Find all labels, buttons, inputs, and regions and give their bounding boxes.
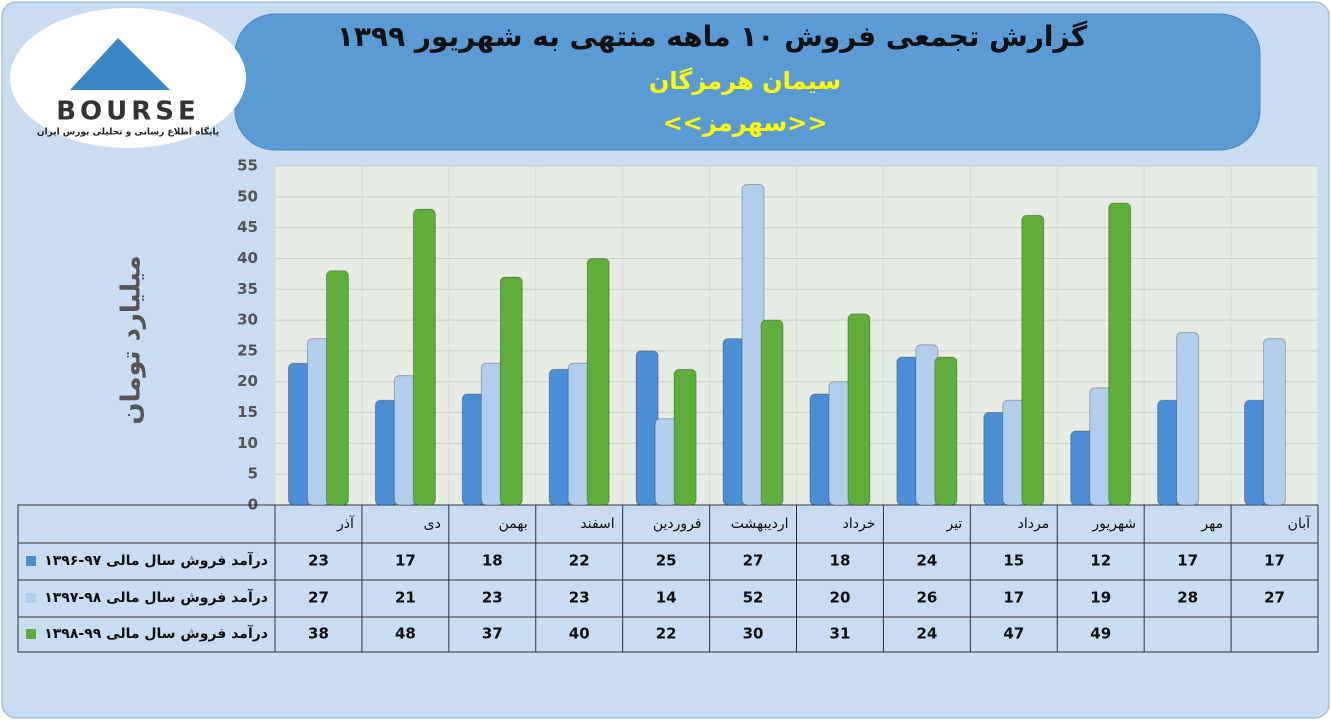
- y-axis-label: میلیارد تومان: [117, 255, 147, 424]
- y-tick-label: 50: [237, 187, 258, 205]
- table-value: 27: [743, 552, 764, 570]
- table-value: 17: [1264, 552, 1285, 570]
- logo-icon: [70, 38, 170, 90]
- y-tick-label: 35: [237, 280, 258, 298]
- y-tick-label: 20: [237, 372, 258, 390]
- bar: [325, 270, 349, 506]
- bar: [847, 313, 871, 506]
- x-tick-label: اسفند: [580, 516, 614, 532]
- chart-title: گزارش تجمعی فروش ۱۰ ماهه منتهی به شهریور…: [337, 20, 1088, 53]
- table-value: 17: [1003, 589, 1024, 607]
- y-tick-label: 15: [237, 403, 258, 421]
- table-value: 40: [569, 625, 590, 643]
- y-tick-label: 30: [237, 311, 258, 329]
- table-value: 17: [1177, 552, 1198, 570]
- table-value: 21: [395, 589, 416, 607]
- table-value: 23: [482, 589, 503, 607]
- table-value: 49: [1090, 625, 1111, 643]
- logo-tagline: پایگاه اطلاع رسانی و تحلیلی بورس ایران: [37, 126, 219, 138]
- table-value: 23: [308, 552, 329, 570]
- legend-swatch: [26, 556, 36, 566]
- chart-subtitle: سیمان هرمزگان: [649, 67, 841, 95]
- table-value: 27: [1264, 589, 1285, 607]
- table-value: 23: [569, 589, 590, 607]
- x-tick-label: آذر: [336, 515, 355, 532]
- bar: [1176, 331, 1200, 506]
- bar: [412, 208, 436, 506]
- bar: [1108, 202, 1132, 506]
- legend-label: درآمد فروش سال مالی ۹۹-۱۳۹۸: [44, 624, 268, 642]
- logo-name: BOURSE: [56, 97, 200, 127]
- table-value: 17: [395, 552, 416, 570]
- y-tick-label: 5: [248, 465, 258, 483]
- bar: [673, 368, 697, 506]
- table-value: 22: [656, 625, 677, 643]
- bar: [760, 319, 784, 506]
- table-value: 18: [482, 552, 503, 570]
- table-value: 24: [916, 552, 937, 570]
- table-value: 20: [830, 589, 851, 607]
- legend-swatch: [26, 593, 36, 603]
- table-value: 26: [916, 589, 937, 607]
- legend-swatch: [26, 629, 36, 639]
- x-tick-label: شهریور: [1091, 516, 1136, 532]
- annotation: <<سهرمز>>: [663, 109, 828, 137]
- y-tick-label: 10: [237, 434, 258, 452]
- legend-label: درآمد فروش سال مالی ۹۷-۱۳۹۶: [44, 551, 268, 569]
- table-value: 19: [1090, 589, 1111, 607]
- y-tick-label: 40: [237, 249, 258, 267]
- x-tick-label: آبان: [1288, 515, 1311, 532]
- table-value: 18: [830, 552, 851, 570]
- x-tick-label: بهمن: [499, 516, 528, 532]
- bar: [586, 257, 610, 506]
- table-value: 28: [1177, 589, 1198, 607]
- x-tick-label: مهر: [1200, 516, 1223, 532]
- table-value: 30: [743, 625, 764, 643]
- table-value: 14: [656, 589, 677, 607]
- x-tick-label: دی: [424, 516, 441, 532]
- table-value: 38: [308, 625, 329, 643]
- table-value: 12: [1090, 552, 1111, 570]
- table-value: 27: [308, 589, 329, 607]
- y-tick-label: 45: [237, 218, 258, 236]
- table-value: 52: [743, 589, 764, 607]
- table-value: 22: [569, 552, 590, 570]
- table-value: 31: [830, 625, 851, 643]
- bar: [499, 276, 523, 506]
- data-table: [17, 504, 1319, 653]
- legend-label: درآمد فروش سال مالی ۹۸-۱۳۹۷: [44, 588, 268, 606]
- table-value: 47: [1003, 625, 1024, 643]
- y-tick-label: 25: [237, 341, 258, 359]
- x-tick-label: تیر: [945, 516, 962, 532]
- x-tick-label: خرداد: [843, 516, 876, 532]
- x-tick-label: فروردین: [653, 516, 702, 532]
- table-value: 48: [395, 625, 416, 643]
- table-value: 25: [656, 552, 677, 570]
- table-value: 15: [1003, 552, 1024, 570]
- bar: [934, 356, 958, 506]
- bar: [1021, 214, 1045, 506]
- table-value: 37: [482, 625, 503, 643]
- table-value: 24: [916, 625, 937, 643]
- x-tick-label: مرداد: [1018, 516, 1050, 532]
- y-tick-label: 55: [237, 157, 258, 175]
- bar: [1263, 338, 1287, 506]
- x-tick-label: اردیبهشت: [731, 516, 789, 532]
